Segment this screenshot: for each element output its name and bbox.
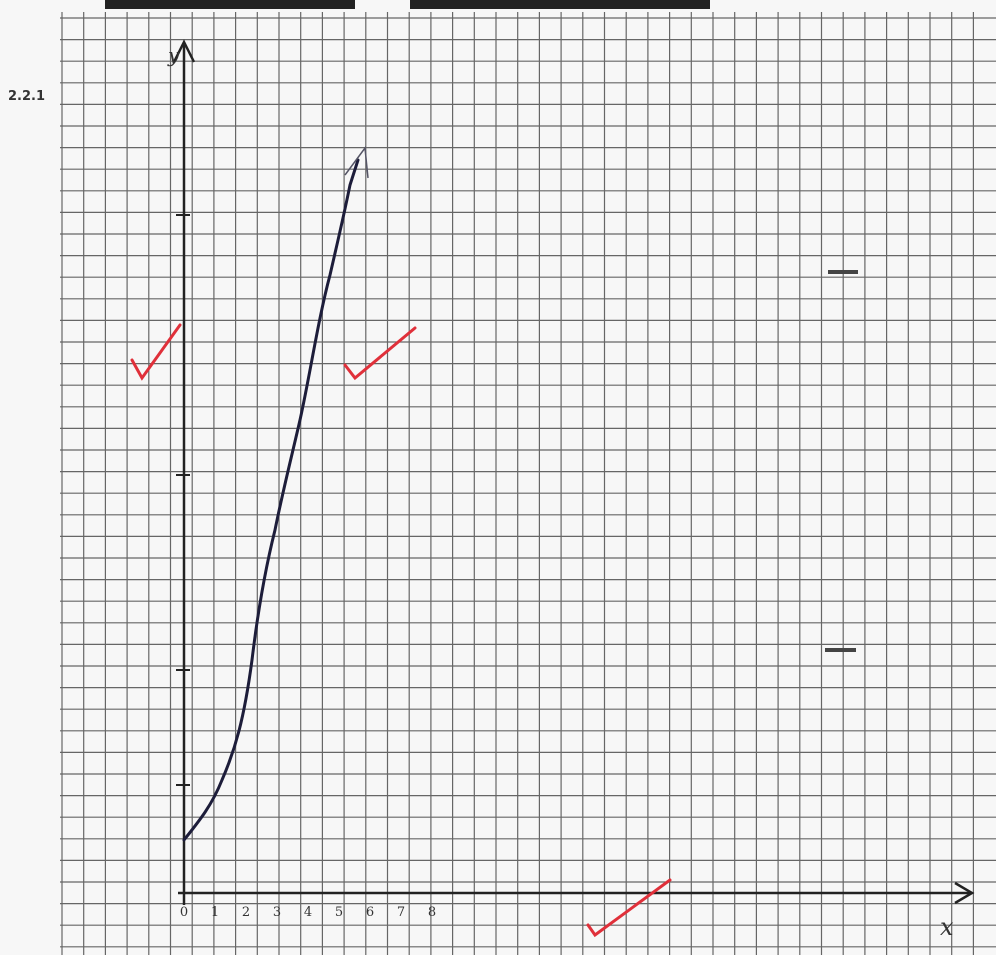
x-arrow — [954, 881, 975, 905]
x-tick-label: 8 — [428, 905, 436, 920]
x-tick-label: 6 — [366, 905, 374, 920]
cropped-heading — [410, 0, 710, 9]
y-marks — [176, 214, 190, 786]
grid — [60, 12, 996, 955]
y-arrow — [172, 39, 196, 63]
x-tick-label: 3 — [273, 905, 281, 920]
x-tick-label: 7 — [397, 905, 405, 920]
drawn-curve — [182, 158, 360, 842]
x-tick-label: 5 — [335, 905, 343, 920]
x-tick-label: 2 — [242, 905, 250, 920]
y-axis-label: y — [167, 43, 180, 67]
question-label: 2.2.1 — [8, 89, 45, 104]
cropped-heading — [105, 0, 355, 9]
x-tick-label: 0 — [180, 905, 188, 920]
x-tick-label: 1 — [211, 905, 219, 920]
x-tick-label: 4 — [304, 905, 312, 920]
check-marks — [130, 323, 672, 938]
x-tick-labels: 0 1 2 3 4 5 6 7 8 — [180, 905, 436, 920]
x-axis-label: x — [940, 913, 954, 941]
curve-arrow — [344, 145, 369, 179]
